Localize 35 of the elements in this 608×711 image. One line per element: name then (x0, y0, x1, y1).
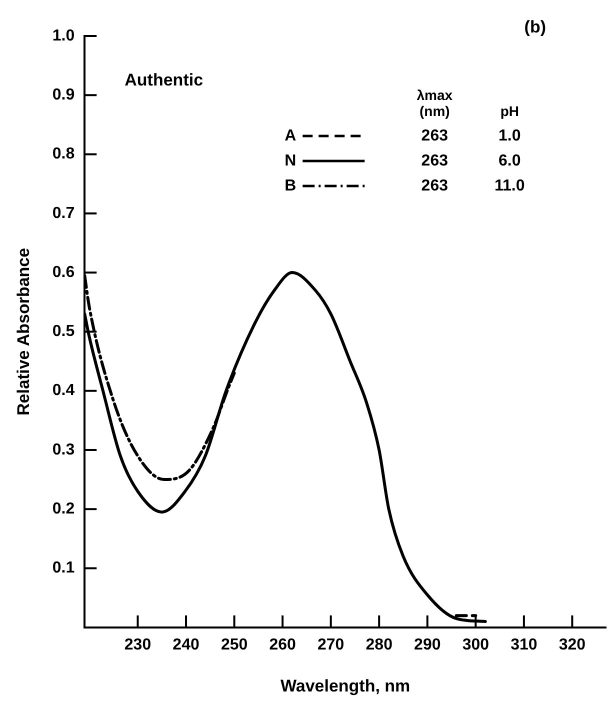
y-tick-label: 0.3 (52, 441, 75, 458)
annotation: 263 (421, 152, 448, 170)
x-tick-label: 260 (269, 636, 296, 654)
y-tick-label: 0.2 (52, 500, 75, 518)
annotation: 263 (421, 127, 448, 144)
y-tick-label: 0.5 (52, 323, 75, 340)
legend-label: B (284, 177, 296, 194)
annotation: (b) (524, 18, 546, 37)
y-tick-label: 0.7 (52, 204, 75, 222)
y-tick-label: 0.8 (52, 146, 75, 163)
y-tick-label: 0.4 (52, 382, 75, 400)
y-tick-label: 0.1 (52, 560, 75, 577)
y-axis-title: Relative Absorbance (14, 248, 33, 416)
annotation: 11.0 (494, 177, 525, 194)
legend-label: A (284, 127, 297, 144)
x-tick-label: 310 (510, 636, 538, 654)
x-tick-label: 240 (172, 636, 200, 654)
x-tick-label: 300 (462, 636, 490, 654)
x-tick-label: 280 (366, 636, 393, 654)
annotation: 263 (421, 177, 448, 194)
annotation: Authentic (124, 70, 204, 90)
y-tick-label: 0.9 (52, 86, 75, 104)
x-tick-label: 250 (220, 636, 248, 654)
y-tick-label: 0.6 (52, 264, 75, 281)
x-tick-label: 270 (317, 636, 344, 654)
legend-label: N (284, 152, 296, 170)
y-tick-label: 1.0 (52, 27, 75, 44)
x-tick-label: 290 (414, 636, 441, 654)
annotation: 6.0 (498, 152, 521, 170)
annotation: 1.0 (498, 127, 521, 144)
annotation: pH (500, 102, 519, 119)
annotation: λmax (nm) (416, 86, 453, 119)
x-tick-label: 320 (558, 636, 586, 654)
x-tick-label: 230 (124, 636, 152, 654)
x-axis-title: Wavelength, nm (280, 676, 410, 696)
